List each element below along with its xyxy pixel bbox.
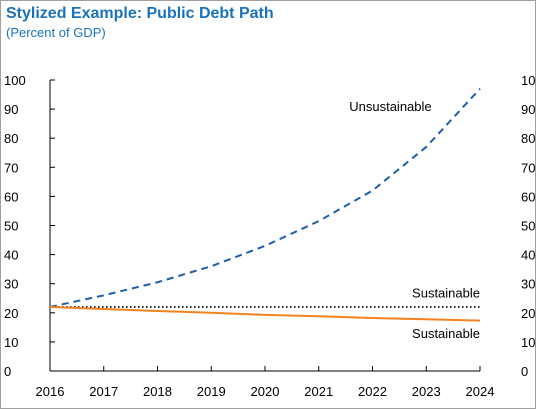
right-y-tick-label: 0 [521, 364, 528, 379]
x-tick-label: 2017 [89, 384, 118, 399]
right-y-tick-label: 10 [521, 335, 535, 350]
x-tick-label: 2021 [304, 384, 333, 399]
x-axis-ticks: 2016 2017 2018 2019 2020 2021 2022 2023 2024 [36, 366, 495, 399]
annotation-label: Unsustainable [349, 99, 431, 114]
x-tick-label: 2020 [251, 384, 280, 399]
series-group [49, 88, 481, 322]
x-tick-label: 2023 [412, 384, 441, 399]
x-tick-label: 2022 [358, 384, 387, 399]
right-y-axis-ticks: 0 10 20 30 40 50 60 70 80 90 100 [521, 73, 536, 379]
annotation-label: Sustainable [412, 326, 480, 341]
annotation-label: Sustainable [412, 285, 480, 300]
right-y-tick-label: 80 [521, 131, 535, 146]
right-y-tick-label: 20 [521, 306, 535, 321]
left-y-axis-ticks: 0 10 20 30 40 50 60 70 80 90 100 [4, 73, 55, 379]
left-y-tick-label: 60 [4, 189, 18, 204]
chart-subtitle: (Percent of GDP) [6, 25, 106, 40]
right-y-tick-label: 60 [521, 189, 535, 204]
series-line-unsustainable [49, 88, 481, 308]
x-tick-label: 2019 [197, 384, 226, 399]
left-y-tick-label: 50 [4, 219, 18, 234]
right-y-tick-label: 30 [521, 277, 535, 292]
right-y-tick-label: 40 [521, 248, 535, 263]
left-y-tick-label: 80 [4, 131, 18, 146]
left-y-tick-label: 0 [4, 364, 11, 379]
x-tick-label: 2018 [143, 384, 172, 399]
right-y-tick-label: 100 [521, 73, 536, 88]
x-tick-label: 2024 [466, 384, 495, 399]
left-y-tick-label: 30 [4, 277, 18, 292]
left-y-tick-label: 40 [4, 248, 18, 263]
right-y-tick-label: 90 [521, 102, 535, 117]
annotations: Unsustainable Sustainable Sustainable [349, 99, 480, 341]
left-y-tick-label: 90 [4, 102, 18, 117]
chart-title: Stylized Example: Public Debt Path [6, 5, 274, 22]
x-tick-label: 2016 [36, 384, 65, 399]
right-y-tick-label: 50 [521, 219, 535, 234]
left-y-tick-label: 70 [4, 160, 18, 175]
right-y-tick-label: 70 [521, 160, 535, 175]
left-y-tick-label: 10 [4, 335, 18, 350]
left-y-tick-label: 100 [4, 73, 26, 88]
series-line-sustainable_declining [49, 305, 481, 322]
left-y-tick-label: 20 [4, 306, 18, 321]
